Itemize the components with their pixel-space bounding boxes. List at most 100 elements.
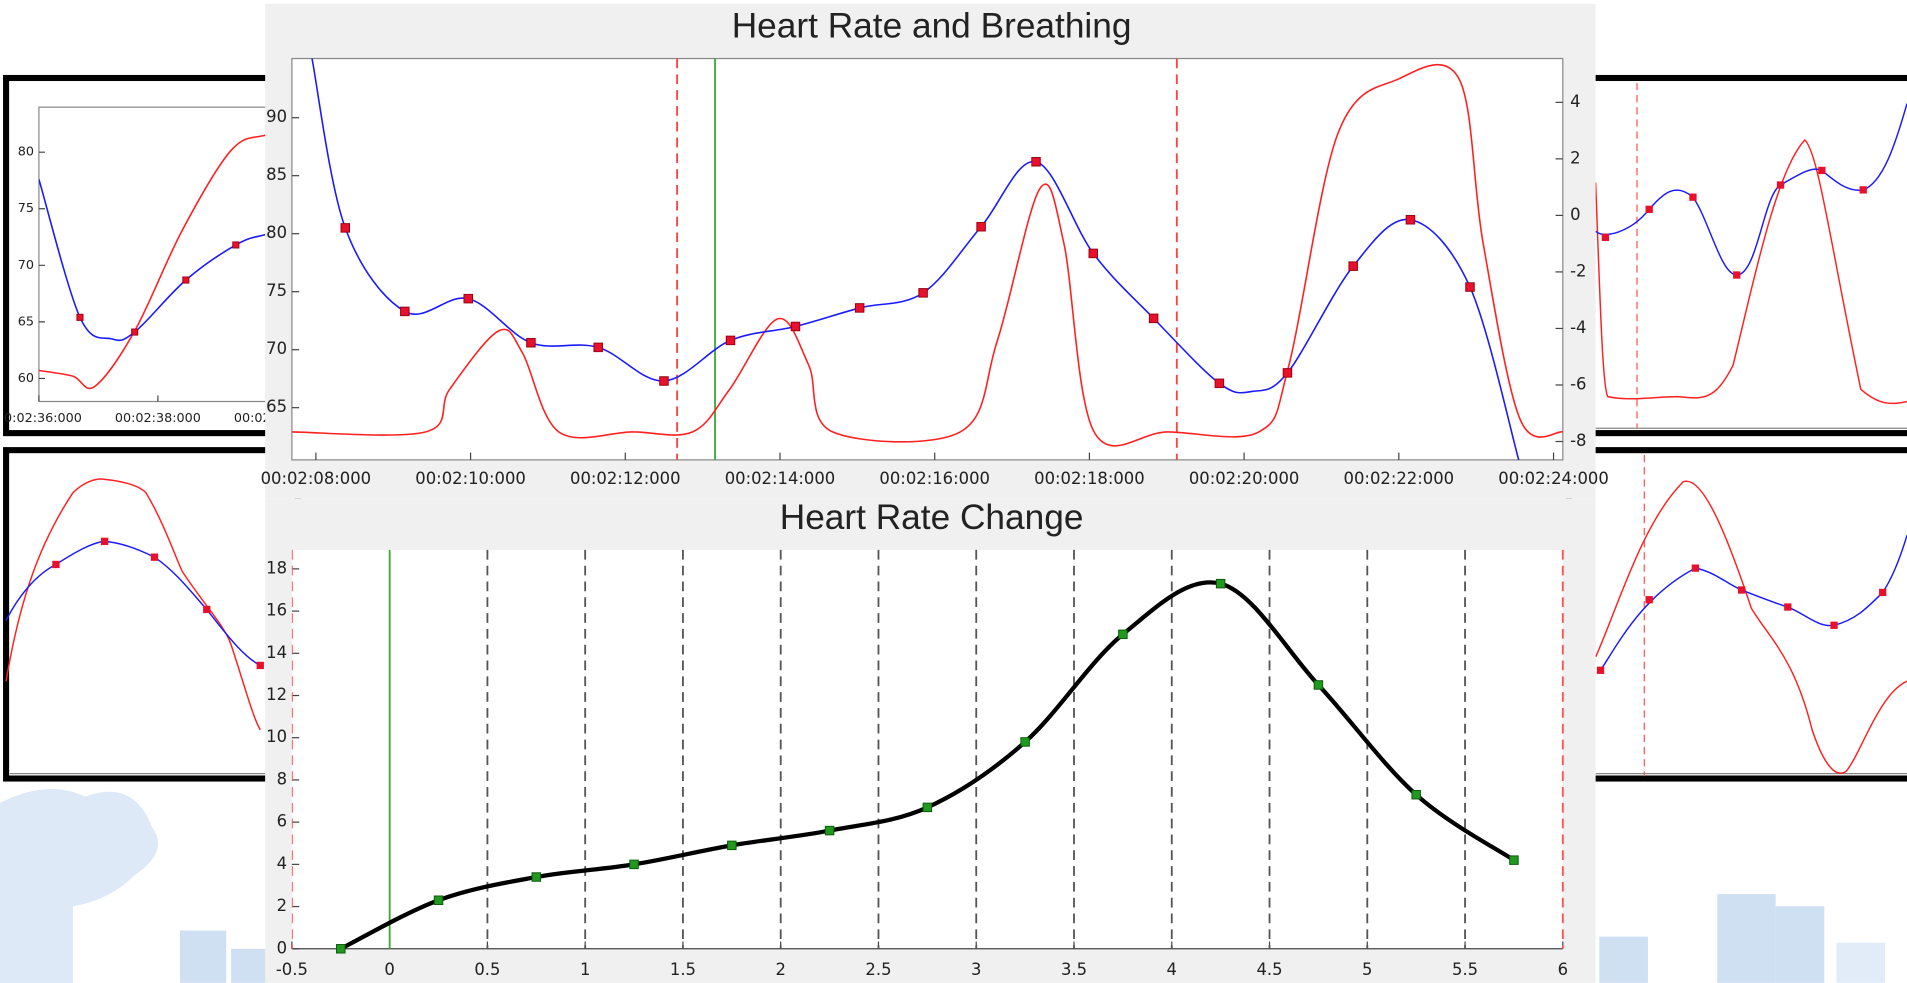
background-decoration <box>0 788 1886 983</box>
y-tick-label: 85 <box>266 165 287 184</box>
data-marker <box>182 276 190 284</box>
x-tick-label: 2 <box>775 960 785 979</box>
y2-tick-label: -2 <box>1570 261 1586 280</box>
x-tick-label: 00:02:36:000 <box>0 411 82 426</box>
x-tick-label: 00:02:08:000 <box>261 469 372 488</box>
data-marker <box>918 288 928 298</box>
data-marker <box>790 321 801 332</box>
data-line <box>291 63 1564 447</box>
y2-tick-label: 0 <box>1570 205 1580 224</box>
chart: 00:02:08:000 00:02:10:000 00:02:12:000 00:0… <box>261 58 1609 488</box>
y-tick-label: 90 <box>266 107 287 126</box>
thumbnail-frame <box>1565 74 1907 437</box>
data-marker <box>629 859 639 870</box>
y2-tick-label: -8 <box>1570 431 1586 450</box>
data-marker <box>1313 680 1324 690</box>
y-tick-label: 80 <box>18 145 34 160</box>
plot-area <box>38 106 266 403</box>
data-marker <box>1214 378 1225 389</box>
x-tick-label: 6 <box>1558 960 1568 979</box>
x-tick-label: 0 <box>384 960 394 979</box>
x-tick-label: 1 <box>580 960 590 979</box>
chart-title: Heart Rate and Breathing <box>732 6 1132 45</box>
data-marker <box>1148 313 1159 324</box>
data-marker <box>1405 215 1416 225</box>
x-tick-label: 0.5 <box>474 960 500 979</box>
y2-tick-label: 4 <box>1570 92 1580 111</box>
y-tick-label: 6 <box>277 812 287 831</box>
y-tick-label: 65 <box>18 314 34 329</box>
y-tick-label: 0 <box>277 938 287 957</box>
y-tick-label: 70 <box>266 339 287 358</box>
y2-tick-label: 2 <box>1570 148 1580 167</box>
thumbnail-frame <box>3 74 302 437</box>
x-tick-label: 5.5 <box>1452 960 1478 979</box>
chart: -0.5 0 0.5 1 1.5 2 2.5 3 3.5 4 4.5 5 5.5 6 0 2 4 6 8 10 12 14… <box>266 549 1568 979</box>
data-marker <box>1118 629 1128 640</box>
data-marker <box>727 840 737 851</box>
y-tick-label: 60 <box>18 371 34 386</box>
data-marker <box>1088 248 1099 259</box>
y-tick-label: 65 <box>266 397 287 416</box>
data-line <box>38 179 266 342</box>
data-marker <box>1282 368 1293 378</box>
data-marker <box>340 223 351 233</box>
x-tick-label: 00:02:20:000 <box>1189 469 1300 488</box>
data-marker <box>76 313 84 321</box>
x-tick-label: 00:02:14:000 <box>725 469 836 488</box>
data-marker <box>659 376 669 386</box>
x-tick-label: 00:02:38:000 <box>115 411 201 426</box>
data-marker <box>433 895 444 905</box>
y-tick-label: 4 <box>277 854 287 873</box>
x-tick-label: 00:02:40:000 <box>234 411 320 426</box>
y-tick-label: 80 <box>266 223 287 242</box>
x-tick-label: 4.5 <box>1256 960 1282 979</box>
x-tick-label: 00:02:24:000 <box>1498 469 1609 488</box>
data-marker <box>976 221 986 232</box>
data-marker <box>1465 282 1475 292</box>
data-marker <box>336 944 346 954</box>
data-marker <box>1411 789 1421 800</box>
y-tick-label: 75 <box>266 281 287 300</box>
plot <box>291 549 1564 954</box>
x-tick-label: 00:02:22:000 <box>1344 469 1455 488</box>
data-marker <box>593 342 603 353</box>
data-marker <box>922 802 933 813</box>
plot <box>38 134 266 390</box>
data-marker <box>1509 855 1519 865</box>
y-tick-label: 16 <box>266 601 287 620</box>
chart: 00:02:36:000 00:02:38:000 00:02:40:000 60 65… <box>0 106 320 426</box>
x-tick-label: 00:02:12:000 <box>570 469 681 488</box>
y2-tick-label: -4 <box>1570 318 1586 337</box>
x-tick-label: 4 <box>1167 960 1177 979</box>
data-marker <box>1020 737 1030 747</box>
data-marker <box>531 872 542 882</box>
data-marker <box>400 306 410 317</box>
y-tick-label: 12 <box>266 685 287 704</box>
y-tick-label: 10 <box>266 727 287 746</box>
y-tick-label: 75 <box>18 201 34 216</box>
x-tick-label: 5 <box>1362 960 1372 979</box>
thumbnail-sketch <box>5 82 1907 777</box>
data-marker <box>232 241 240 249</box>
y-tick-label: 2 <box>277 896 287 915</box>
y2-tick-label: -6 <box>1570 374 1586 393</box>
data-marker <box>526 337 536 348</box>
x-tick-label: 00:02:16:000 <box>879 469 990 488</box>
data-marker <box>824 825 835 836</box>
plot <box>291 58 1564 461</box>
data-marker <box>1215 578 1226 589</box>
data-marker <box>1031 157 1041 167</box>
x-tick-label: 2.5 <box>865 960 891 979</box>
data-marker <box>463 293 473 304</box>
thumbnail-frame <box>1565 447 1907 782</box>
y-tick-label: 8 <box>277 769 287 788</box>
x-tick-label: 00:02:10:000 <box>415 469 526 488</box>
chart-title: Heart Rate Change <box>780 498 1084 537</box>
data-marker <box>854 303 865 313</box>
thumbnail-frame <box>3 447 302 782</box>
data-line <box>38 134 266 390</box>
x-tick-label: 1.5 <box>670 960 696 979</box>
x-tick-label: 3.5 <box>1061 960 1087 979</box>
